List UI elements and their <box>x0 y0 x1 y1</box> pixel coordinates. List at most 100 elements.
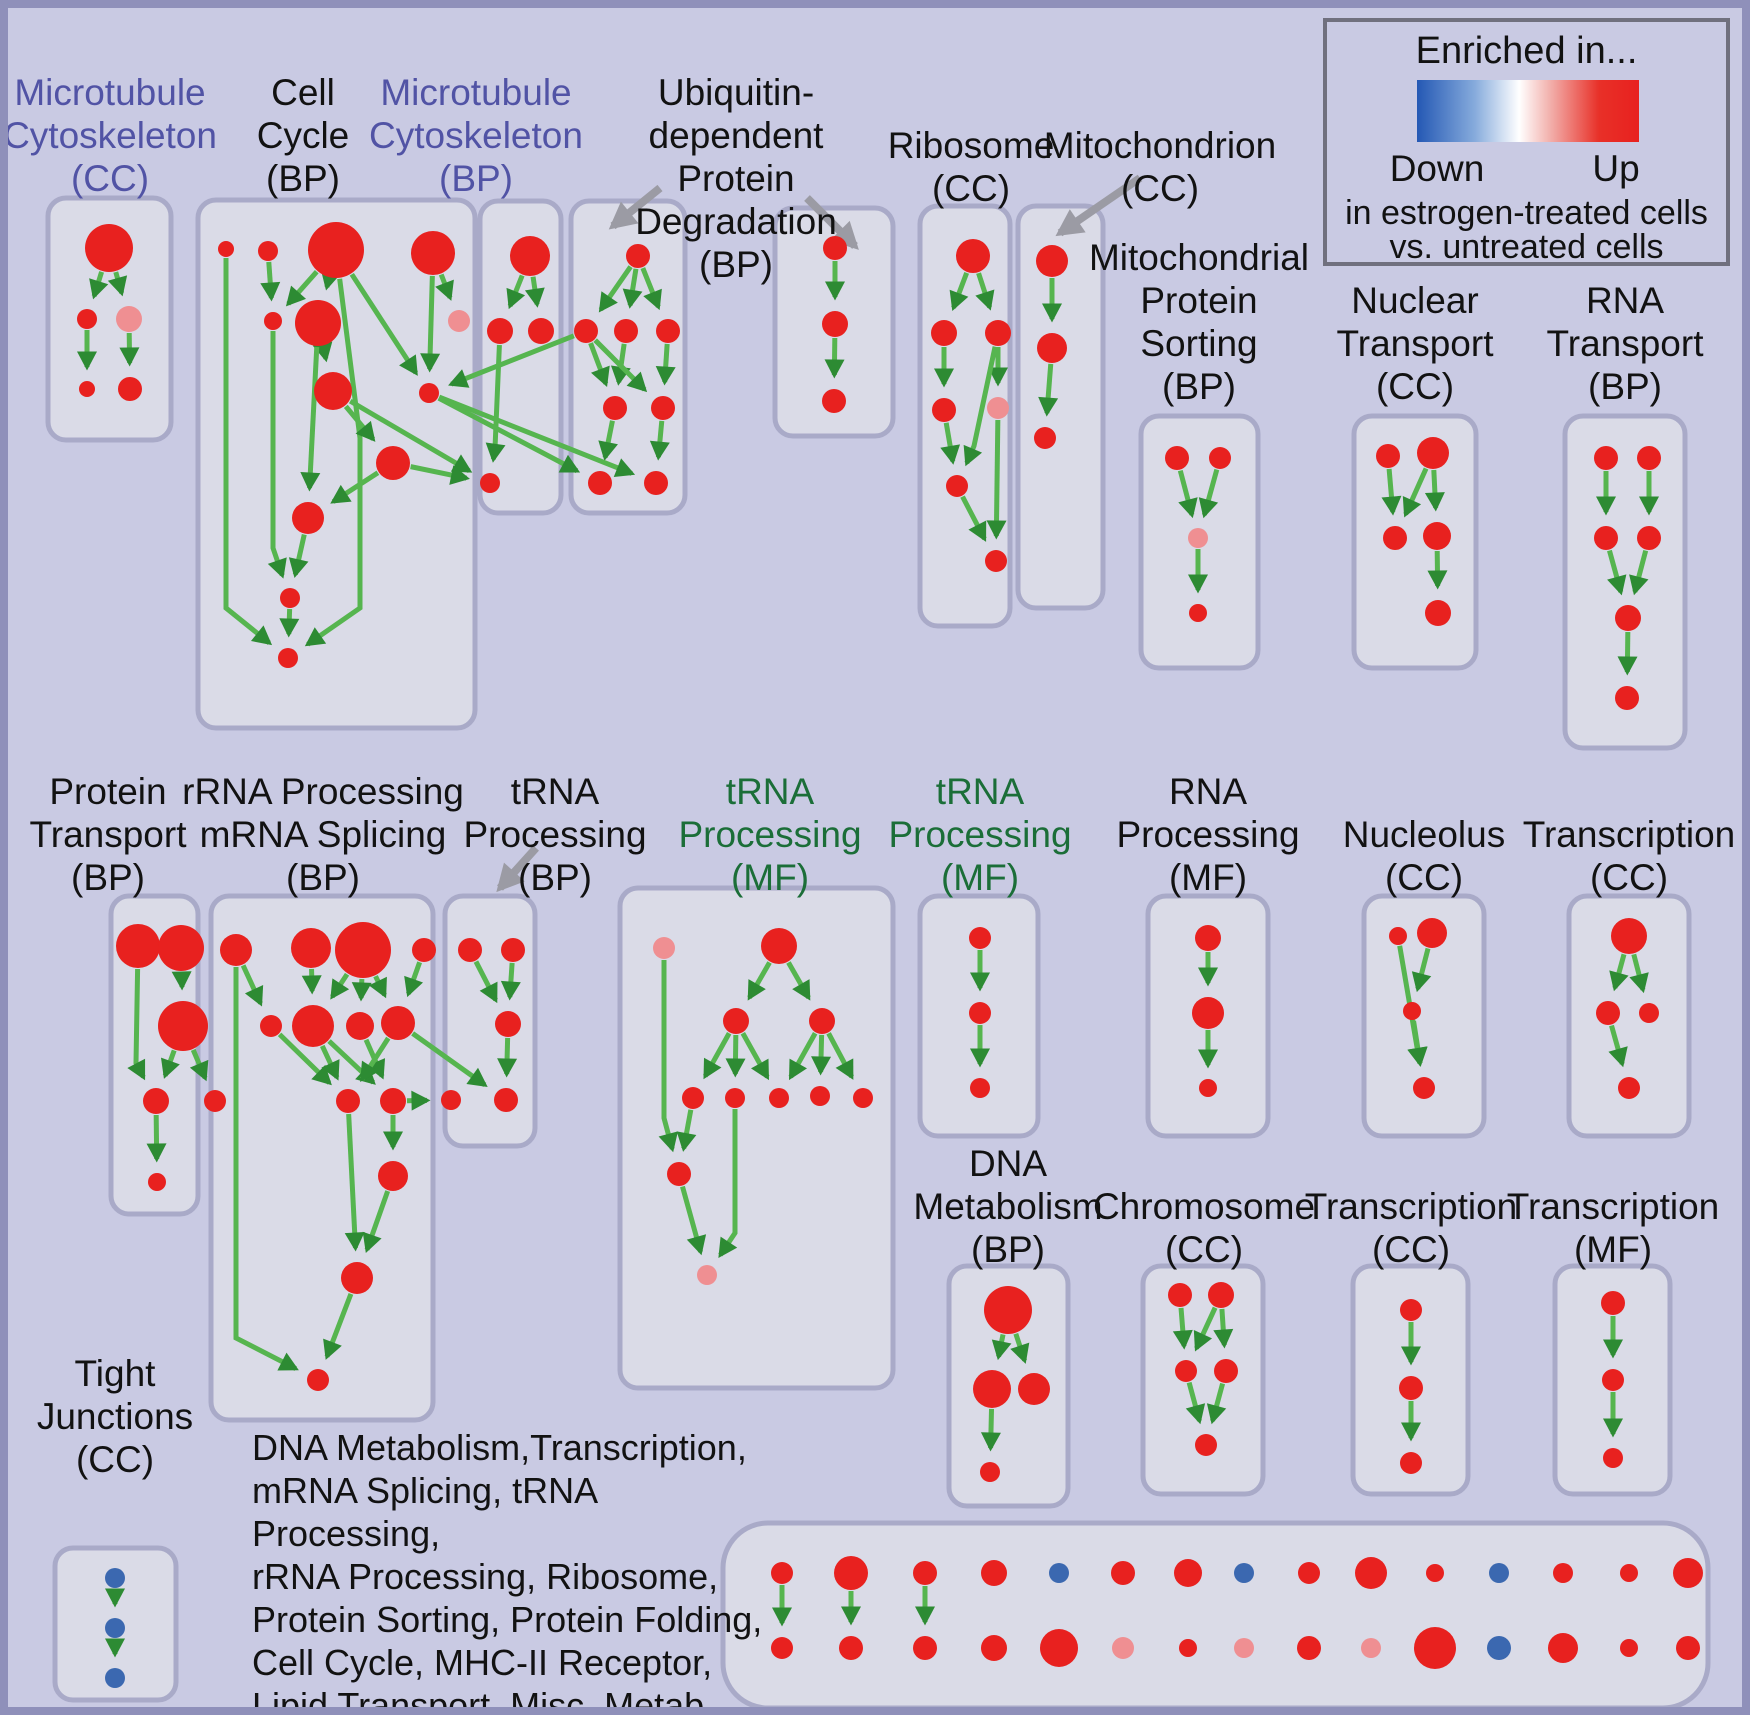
edge-arrow <box>1607 549 1627 596</box>
edge-arrow <box>320 1044 340 1081</box>
edge-arrow <box>1424 469 1445 512</box>
cluster-label-line: (BP) <box>699 244 773 285</box>
node-chromosome-h5 <box>1195 1434 1217 1456</box>
edge-arrow <box>940 422 961 465</box>
edge-arrow <box>1629 549 1649 596</box>
cluster-label-line: Protein <box>677 158 794 199</box>
cluster-label-line: (MF) <box>941 857 1019 898</box>
pathway-network: Microtubule Cytoskeleton (CC)Cell Cycle (BP)… <box>8 72 1735 1707</box>
cluster-label-chromosome: Chromosome (CC) <box>1093 1186 1315 1270</box>
cluster-label-tr-cc3: Transcription (CC) <box>1305 1186 1517 1270</box>
cluster-label-line: (BP) <box>286 857 360 898</box>
cluster-label-line: Processing <box>1116 814 1299 855</box>
node-mc-cc-d <box>79 381 95 397</box>
edge-arrow <box>622 268 643 309</box>
cluster-label-line: (MF) <box>1574 1229 1652 1270</box>
node-mc-cc-e <box>118 377 142 401</box>
cluster-label-line: Mitochondrion <box>1044 125 1276 166</box>
nodes-layer <box>77 222 1703 1688</box>
node-tj-b3 <box>105 1668 125 1688</box>
cluster-label-line: Processing <box>463 814 646 855</box>
node-trna-mf-big-g2 <box>761 928 797 964</box>
cluster-label-line: Junctions <box>37 1396 193 1437</box>
edge-arrow <box>1172 1307 1193 1350</box>
node-rrna-q2 <box>291 928 331 968</box>
cluster-label-line: RNA <box>1586 280 1664 321</box>
strip-node-bottom-12 <box>1548 1633 1578 1663</box>
strip-node-bottom-0 <box>771 1637 793 1659</box>
cluster-label-tr-mf: Transcription (MF) <box>1507 1186 1719 1270</box>
node-rrna-q9 <box>336 1089 360 1113</box>
edge-arrow <box>680 1185 707 1256</box>
edge-arrow <box>304 278 363 647</box>
node-ribosome-r1 <box>956 239 990 273</box>
node-ribosome-r6 <box>946 475 968 497</box>
cluster-label-mps: Mitochondrial Protein Sorting (BP) <box>1089 237 1309 407</box>
node-mt-bp-m4 <box>480 473 500 493</box>
strip-node-top-2 <box>913 1561 937 1585</box>
node-cell-cycle-cc12 <box>280 588 300 608</box>
edge-arrow <box>1381 468 1402 516</box>
edge-arrow <box>1206 1382 1227 1425</box>
node-nucleolus-x1 <box>1389 927 1407 945</box>
edge-arrow <box>788 1032 818 1081</box>
edge-arrow <box>649 420 670 461</box>
node-nt-n1 <box>1376 444 1400 468</box>
node-tr-mf-e2 <box>1602 1369 1624 1391</box>
node-dna-met-d2 <box>973 1370 1011 1408</box>
node-tr-cc3-z1 <box>1400 1299 1422 1321</box>
node-tj-b2 <box>105 1618 125 1638</box>
edge-arrow <box>1177 469 1198 519</box>
edge-arrow <box>223 258 273 646</box>
edge-arrow <box>330 470 380 504</box>
edge-arrow <box>658 960 678 1153</box>
cluster-label-line: Protein <box>1140 280 1257 321</box>
strip-node-bottom-13 <box>1620 1639 1638 1657</box>
node-trna-bp-w2 <box>501 938 525 962</box>
edge-arrow <box>438 394 636 478</box>
node-trna-mf-big-g1 <box>653 937 675 959</box>
misc-line: Protein Sorting, Protein Folding, <box>252 1599 763 1640</box>
edge-arrow <box>986 419 1007 540</box>
node-trna-mf-big-g7 <box>769 1088 789 1108</box>
node-rrna-q4 <box>412 938 436 962</box>
cluster-label-nucleolus: Nucleolus (CC) <box>1343 814 1505 898</box>
cluster-label-line: (BP) <box>1162 366 1236 407</box>
strip-node-top-0 <box>771 1562 793 1584</box>
cluster-label-line: Protein <box>49 771 166 812</box>
strip-box <box>720 1520 1711 1707</box>
edge-arrow <box>524 276 545 308</box>
node-trna-bp-w3 <box>495 1011 521 1037</box>
node-rt-t3 <box>1594 526 1618 550</box>
cluster-label-line: mRNA Splicing <box>200 814 447 855</box>
node-rrna-q6 <box>292 1005 334 1047</box>
node-cell-cycle-cc1 <box>218 241 234 257</box>
cluster-label-line: Transcription <box>1523 814 1735 855</box>
edge-arrow <box>320 269 341 291</box>
strip-node-top-5 <box>1111 1561 1135 1585</box>
node-cell-cycle-cc3 <box>308 222 364 278</box>
node-rt-t2 <box>1637 446 1661 470</box>
edge-arrow <box>975 272 995 311</box>
edge-arrow <box>1213 1308 1234 1349</box>
node-cell-cycle-cc4 <box>411 231 455 275</box>
node-nucleolus-x3 <box>1403 1002 1421 1020</box>
edge-arrow <box>189 1048 209 1082</box>
edge-arrow <box>485 344 506 463</box>
node-mc-cc-a <box>85 224 133 272</box>
edge-arrow <box>343 404 376 442</box>
node-ubi-l-u1 <box>626 244 650 268</box>
cluster-label-mt-bp: Microtubule Cytoskeleton (BP) <box>369 72 583 199</box>
node-rrna-q12 <box>341 1262 373 1294</box>
edge-arrow <box>725 1034 746 1078</box>
strip-node-bottom-7 <box>1234 1638 1254 1658</box>
node-chromosome-h2 <box>1208 1282 1234 1308</box>
node-trna-mf-big-g10 <box>667 1162 691 1186</box>
edge-arrow <box>980 1408 1001 1452</box>
cluster-label-cell-cycle: Cell Cycle (BP) <box>257 72 350 199</box>
node-rna-proc-f1 <box>1195 925 1221 951</box>
node-trna-bp-w5 <box>441 1090 461 1110</box>
strip-node-bottom-1 <box>839 1636 863 1660</box>
node-tr-cc3-z3 <box>1400 1452 1422 1474</box>
edge-arrow <box>811 1034 832 1076</box>
